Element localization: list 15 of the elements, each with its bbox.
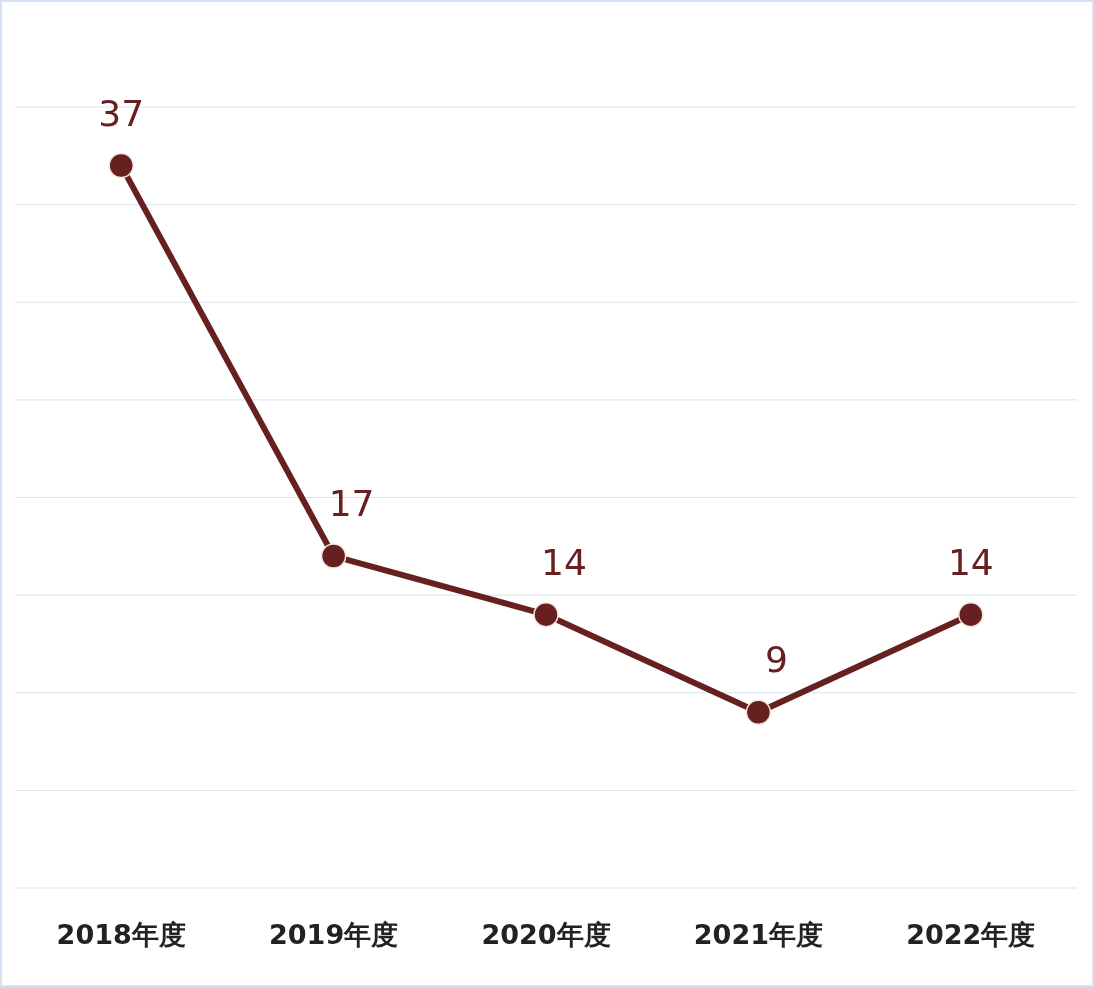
x-tick-label: 2018年度 (56, 919, 186, 950)
point (533, 601, 559, 628)
x-tick-label: 2022年度 (906, 919, 1036, 950)
point (745, 699, 772, 726)
data-label: 14 (541, 541, 587, 583)
x-tick-label: 2019年度 (269, 919, 399, 950)
point (958, 601, 984, 628)
data-label: 37 (98, 92, 145, 134)
data-label: 9 (764, 639, 788, 681)
x-tick-label: 2020年度 (481, 919, 611, 950)
point (320, 543, 347, 569)
x-tick-label: 2021年度 (693, 919, 823, 950)
data-label: 17 (328, 483, 375, 525)
point (108, 152, 134, 179)
data-label: 14 (947, 541, 994, 583)
